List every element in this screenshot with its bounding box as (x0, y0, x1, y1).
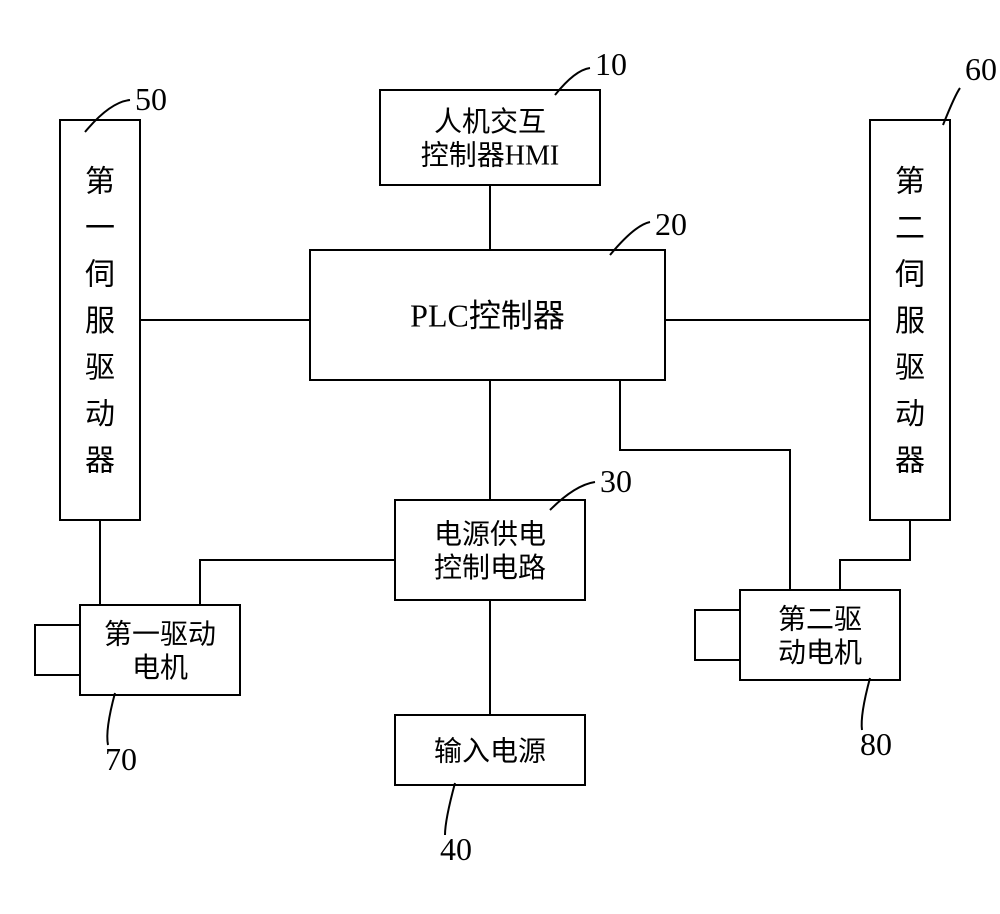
refnum-80: 80 (860, 726, 892, 762)
node-servo1-char-0: 第 (85, 165, 115, 198)
refnum-20: 20 (655, 206, 687, 242)
refnum-60: 60 (965, 51, 997, 87)
node-input_power-text: 输入电源 (434, 735, 546, 767)
node-servo2-char-5: 动 (895, 398, 925, 431)
node-power_ctrl-line1: 电源供电 (434, 519, 546, 551)
edge-servo2-motor2 (840, 520, 910, 590)
node-motor1-line1: 第一驱动 (104, 619, 216, 651)
node-plc-text: PLC控制器 (410, 297, 565, 333)
node-servo1-char-5: 动 (85, 398, 115, 431)
node-hmi-line1: 人机交互 (434, 106, 546, 138)
leader-60 (943, 88, 960, 125)
node-motor2-line1: 第二驱 (778, 604, 862, 636)
node-servo1-char-2: 伺 (85, 258, 115, 291)
node-servo2-char-2: 伺 (895, 258, 925, 291)
node-servo1-char-6: 器 (85, 444, 115, 477)
node-motor1-stub (35, 625, 80, 675)
node-servo1-char-1: 一 (85, 212, 115, 245)
node-hmi-line2: 控制器HMI (421, 140, 559, 172)
refnum-10: 10 (595, 46, 627, 82)
node-servo2-char-0: 第 (895, 165, 925, 198)
node-servo2-char-1: 二 (895, 212, 925, 245)
node-servo2-char-4: 驱 (895, 351, 925, 384)
refnum-40: 40 (440, 831, 472, 867)
block-diagram: 人机交互控制器HMIPLC控制器电源供电控制电路输入电源第一伺服驱动器第二伺服驱… (0, 0, 1000, 914)
node-servo1-char-3: 服 (85, 305, 115, 338)
node-power_ctrl-line2: 控制电路 (434, 552, 546, 584)
node-motor2-stub (695, 610, 740, 660)
edge-plc-motor2_via_right (620, 380, 790, 590)
leader-40 (445, 783, 455, 835)
refnum-70: 70 (105, 741, 137, 777)
node-motor1-line2: 电机 (132, 652, 188, 684)
leader-80 (862, 678, 870, 730)
node-servo1-char-4: 驱 (85, 351, 115, 384)
node-servo2-char-6: 器 (895, 444, 925, 477)
edge-power_ctrl-motor1 (200, 560, 395, 605)
node-motor2-line2: 动电机 (778, 637, 862, 669)
refnum-50: 50 (135, 81, 167, 117)
node-servo2-char-3: 服 (895, 305, 925, 338)
leader-70 (107, 693, 115, 745)
refnum-30: 30 (600, 463, 632, 499)
